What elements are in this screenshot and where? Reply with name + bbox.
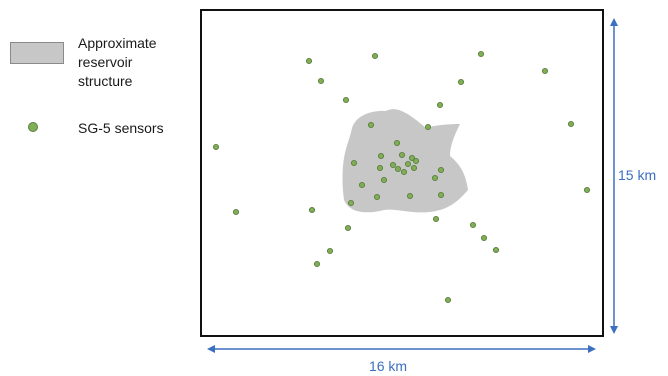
sensor-group xyxy=(212,50,591,304)
sensor-marker xyxy=(406,192,414,200)
sensor-marker xyxy=(432,215,440,223)
reservoir-legend-swatch xyxy=(10,42,64,64)
sensor-marker xyxy=(477,50,485,58)
sensor-marker xyxy=(436,101,444,109)
sensor-marker xyxy=(371,52,379,60)
sensor-marker xyxy=(358,181,366,189)
sensor-marker xyxy=(380,176,388,184)
sensor-legend-icon xyxy=(28,122,38,132)
sensor-marker xyxy=(347,199,355,207)
sensor-marker xyxy=(373,193,381,201)
sensor-marker xyxy=(469,221,477,229)
sensor-marker xyxy=(444,296,452,304)
sensor-marker xyxy=(437,166,445,174)
sensor-marker xyxy=(437,191,445,199)
sensor-marker xyxy=(541,67,549,75)
sensor-marker xyxy=(398,151,406,159)
sensor-marker xyxy=(313,260,321,268)
sensor-marker xyxy=(377,152,385,160)
sensor-marker xyxy=(350,159,358,167)
sensor-marker xyxy=(583,186,591,194)
sensor-marker xyxy=(344,224,352,232)
sensor-marker xyxy=(567,120,575,128)
sensor-marker xyxy=(480,234,488,242)
sensor-marker xyxy=(342,96,350,104)
sensor-marker xyxy=(389,161,397,169)
sensor-marker xyxy=(317,77,325,85)
sensor-marker xyxy=(431,174,439,182)
sensor-marker xyxy=(326,247,334,255)
sensor-marker xyxy=(424,123,432,131)
sensor-marker xyxy=(492,246,500,254)
height-dimension-label: 15 km xyxy=(618,167,656,183)
sensor-marker xyxy=(457,78,465,86)
sensor-marker xyxy=(376,164,384,172)
reservoir-structure xyxy=(342,109,468,213)
sensor-marker xyxy=(412,157,420,165)
reservoir-legend-text: Approximate reservoir structure xyxy=(78,35,157,89)
sensor-marker xyxy=(367,121,375,129)
sensor-marker xyxy=(308,206,316,214)
reservoir-legend-label: Approximate reservoir structure xyxy=(78,34,188,91)
sensor-marker xyxy=(408,154,416,162)
sensor-marker xyxy=(400,168,408,176)
sensor-marker xyxy=(404,160,412,168)
sensor-marker xyxy=(410,164,418,172)
sensor-marker xyxy=(393,139,401,147)
sensor-marker xyxy=(394,165,402,173)
sensor-marker xyxy=(305,57,313,65)
width-dimension-label: 16 km xyxy=(369,358,407,374)
sensor-legend-label: SG-5 sensors xyxy=(78,120,164,136)
sensor-marker xyxy=(232,208,240,216)
sensor-marker xyxy=(212,143,220,151)
